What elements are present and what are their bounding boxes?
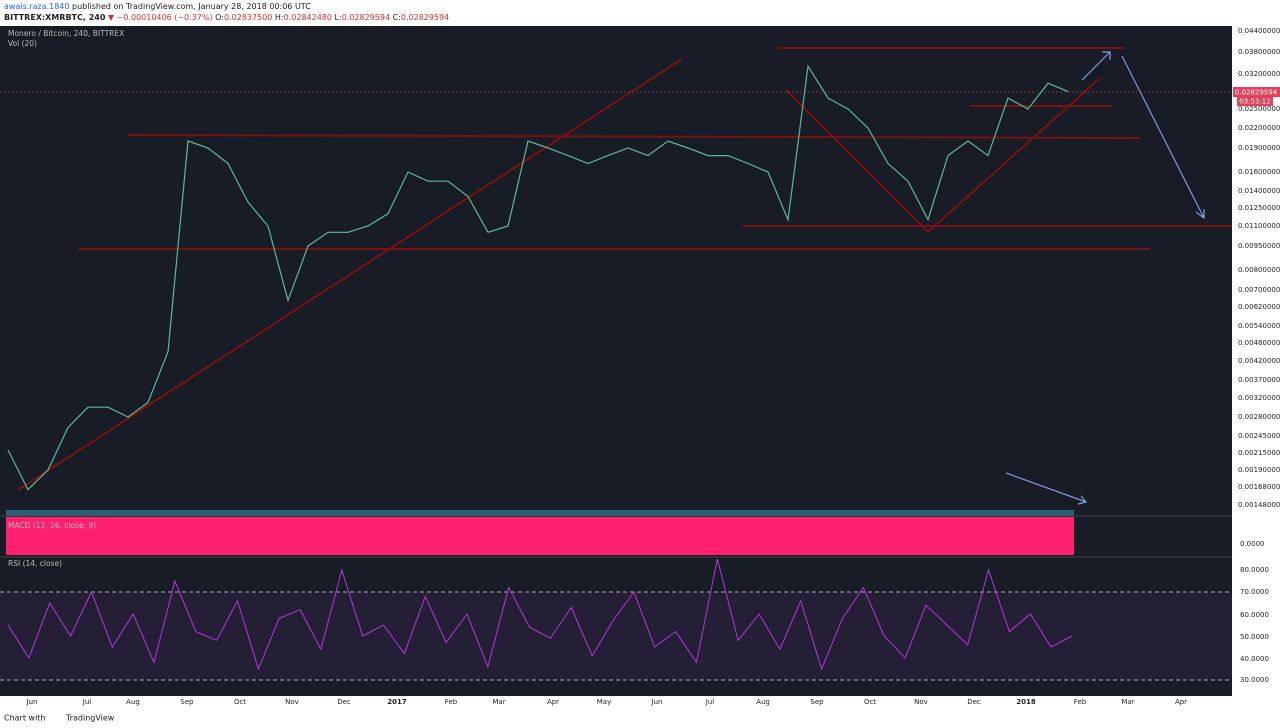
last-price: 0.02829594 <box>1235 89 1278 97</box>
price-axis-label: 0.00370000 <box>1238 376 1280 384</box>
ohlc-value: 0.02842480 <box>284 13 332 22</box>
price-axis-label: 0.00420000 <box>1238 357 1280 365</box>
volume-label: Vol (20) <box>8 39 37 48</box>
time-axis-label: Apr <box>547 698 559 706</box>
price-axis-label: 0.00480000 <box>1238 339 1280 347</box>
macd-axis-label: 0.0000 <box>1240 540 1265 548</box>
ohlc-key: H: <box>272 13 283 22</box>
time-axis-label: Jul <box>705 698 715 706</box>
price-axis-label: 0.00800000 <box>1238 266 1280 274</box>
trend-line <box>127 134 1141 139</box>
arrow <box>1081 51 1111 81</box>
time-axis-label: Jun <box>651 698 663 706</box>
time-axis-label: Feb <box>1074 698 1087 706</box>
time-axis-label: Jun <box>26 698 38 706</box>
volume-bars <box>6 510 1074 516</box>
time-axis-label: Sep <box>180 698 194 706</box>
footer-brand[interactable]: TradingView <box>65 714 115 723</box>
footer-text: Chart with <box>4 714 46 723</box>
price-axis-label: 0.03800000 <box>1238 48 1280 56</box>
time-axis-label: 2018 <box>1016 698 1036 706</box>
symbol: BITTREX:XMRBTC, 240 <box>4 13 106 22</box>
time-axis-label: Mar <box>1121 698 1134 706</box>
time-axis-label: Dec <box>337 698 351 706</box>
arrows <box>1005 51 1205 505</box>
price-axis-label: 0.00215000 <box>1238 449 1280 457</box>
ohlc-value: 0.02829594 <box>401 13 449 22</box>
change: ▼ −0.00010406 (−0.37%) <box>105 13 212 22</box>
time-axis-label: 2017 <box>387 698 407 706</box>
trend-line <box>927 77 1101 233</box>
price-axis-label: 0.04400000 <box>1238 27 1280 35</box>
macd-label: MACD (12, 26, close, 9) <box>8 521 96 530</box>
arrow <box>1121 55 1205 220</box>
time-axis-label: Apr <box>1175 698 1187 706</box>
time-axis-label: Aug <box>126 698 140 706</box>
rsi-axis-label: 60.0000 <box>1240 611 1269 619</box>
countdown-tag <box>1237 97 1273 106</box>
arrow <box>1005 472 1088 505</box>
macd-histogram <box>6 517 1074 555</box>
countdown: 03:53:12 <box>1239 98 1270 106</box>
trend-lines <box>17 47 1232 491</box>
price-axis-label: 0.00148000 <box>1238 501 1280 509</box>
price-axis-label: 0.01400000 <box>1238 187 1280 195</box>
price-axis-label: 0.00280000 <box>1238 413 1280 421</box>
header-line-2: BITTREX:XMRBTC, 240 ▼ −0.00010406 (−0.37… <box>4 13 449 22</box>
price-axis-label: 0.01900000 <box>1238 144 1280 152</box>
time-axis-label: Nov <box>285 698 299 706</box>
ohlc-value: 0.02837500 <box>224 13 272 22</box>
rsi-label: RSI (14, close) <box>8 559 62 568</box>
price-axis-label: 0.00540000 <box>1238 322 1280 330</box>
trend-line <box>17 58 683 491</box>
price-axis-label: 0.00700000 <box>1238 286 1280 294</box>
time-axis-label: Aug <box>756 698 770 706</box>
published: published on TradingView.com, January 28… <box>69 2 311 11</box>
time-axis-label: Oct <box>234 698 246 706</box>
time-axis-label: Mar <box>492 698 505 706</box>
time-axis-label: Oct <box>864 698 876 706</box>
author: awais.raza.1840 <box>4 2 69 11</box>
rsi-axis-label: 70.0000 <box>1240 588 1269 596</box>
trend-line <box>785 89 929 233</box>
time-axis-label: Sep <box>810 698 824 706</box>
rsi-line <box>7 558 1073 671</box>
price-axis-label: 0.00168000 <box>1238 483 1280 491</box>
time-axis-label: Feb <box>445 698 458 706</box>
legend: Monero / Bitcoin, 240, BITTREX <box>8 29 124 38</box>
time-axis-label: Jul <box>82 698 92 706</box>
price-line <box>7 64 1069 491</box>
rsi-axis-label: 80.0000 <box>1240 566 1269 574</box>
price-axis-label: 0.00245000 <box>1238 432 1280 440</box>
price-axis-label: 0.01100000 <box>1238 222 1280 230</box>
price-axis-label: 0.00620000 <box>1238 303 1280 311</box>
price-axis-label: 0.00190000 <box>1238 466 1280 474</box>
price-axis-label: 0.00320000 <box>1238 394 1280 402</box>
ohlc-key: O: <box>213 13 224 22</box>
time-axis-label: May <box>597 698 611 706</box>
rsi-axis-label: 40.0000 <box>1240 655 1269 663</box>
price-tag <box>1233 87 1280 97</box>
price-axis-label: 0.02200000 <box>1238 124 1280 132</box>
header-line-1: awais.raza.1840 published on TradingView… <box>4 2 311 11</box>
time-axis-label: Nov <box>914 698 928 706</box>
time-axis-label: Dec <box>967 698 981 706</box>
price-axis-label: 0.01250000 <box>1238 204 1280 212</box>
ohlc-value: 0.02829594 <box>342 13 390 22</box>
price-axis-label: 0.00950000 <box>1238 242 1280 250</box>
ohlc-key: L: <box>332 13 342 22</box>
price-axis-label: 0.02500000 <box>1238 105 1280 113</box>
ohlc-key: C: <box>390 13 401 22</box>
price-axis-label: 0.03200000 <box>1238 70 1280 78</box>
rsi-axis-label: 30.0000 <box>1240 676 1269 684</box>
price-axis-label: 0.01600000 <box>1238 168 1280 176</box>
rsi-axis-label: 50.0000 <box>1240 633 1269 641</box>
